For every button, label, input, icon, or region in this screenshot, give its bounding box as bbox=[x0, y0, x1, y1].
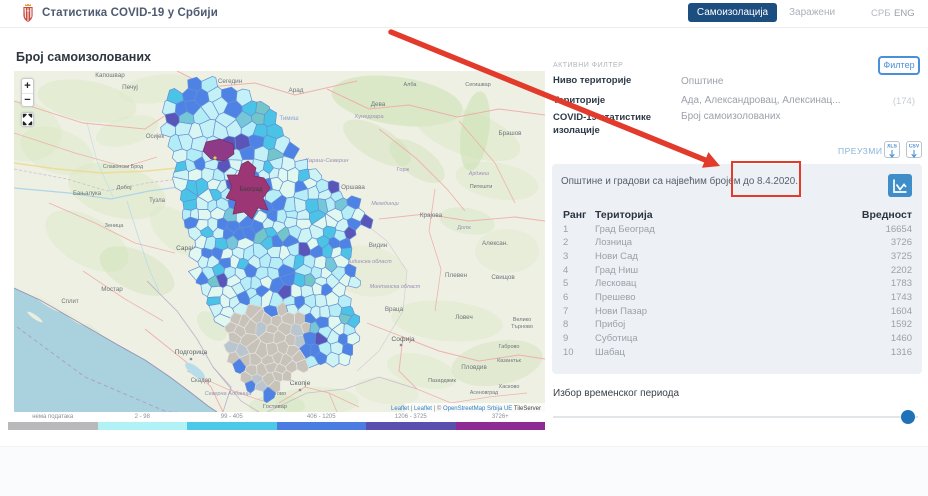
svg-text:Горж: Горж bbox=[397, 167, 410, 173]
svg-text:Арад: Арад bbox=[289, 87, 304, 94]
svg-text:Тимиш: Тимиш bbox=[279, 116, 298, 122]
svg-text:Крајова: Крајова bbox=[420, 212, 443, 219]
svg-text:Видин: Видин bbox=[369, 242, 388, 249]
svg-text:Караш-Северин: Караш-Северин bbox=[305, 158, 349, 164]
svg-text:Сегишвар: Сегишвар bbox=[465, 82, 491, 88]
svg-text:Софија: Софија bbox=[391, 336, 415, 343]
svg-text:Подгорица: Подгорица bbox=[175, 349, 208, 356]
svg-text:Монтанска област: Монтанска област bbox=[370, 284, 421, 290]
svg-text:Хунедоара: Хунедоара bbox=[354, 114, 384, 120]
svg-text:Алба: Алба bbox=[404, 82, 418, 88]
svg-text:Северна Албанија: Северна Албанија bbox=[205, 391, 252, 397]
svg-text:Београд: Београд bbox=[240, 187, 263, 193]
svg-text:Тетово: Тетово bbox=[268, 391, 286, 397]
svg-text:Мостар: Мостар bbox=[101, 286, 123, 293]
svg-text:Дева: Дева bbox=[371, 101, 386, 108]
svg-text:Брашов: Брашов bbox=[498, 130, 522, 137]
svg-text:Оршава: Оршава bbox=[341, 184, 365, 191]
svg-text:Видинска област: Видинска област bbox=[346, 259, 392, 265]
svg-text:Арджеш: Арджеш bbox=[468, 171, 490, 177]
svg-text:Добој: Добој bbox=[116, 185, 131, 191]
svg-text:Тузла: Тузла bbox=[149, 198, 166, 204]
svg-text:Питешти: Питешти bbox=[470, 184, 493, 190]
svg-text:Пловдив: Пловдив bbox=[461, 364, 487, 371]
svg-text:Казанлък: Казанлък bbox=[497, 358, 521, 364]
svg-text:Алексан.: Алексан. bbox=[482, 240, 508, 247]
svg-text:Плевен: Плевен bbox=[445, 272, 467, 279]
svg-text:Сегедин: Сегедин bbox=[218, 78, 243, 85]
svg-text:Велико: Велико bbox=[513, 317, 531, 323]
svg-text:Враца: Враца bbox=[385, 306, 404, 313]
svg-text:Капошвар: Капошвар bbox=[95, 72, 125, 79]
svg-text:Мехединци: Мехединци bbox=[371, 201, 398, 207]
svg-text:Скадар: Скадар bbox=[191, 378, 212, 384]
svg-text:Сплит: Сплит bbox=[61, 299, 78, 305]
svg-text:Сарајево: Сарајево bbox=[176, 245, 204, 252]
svg-text:Осијек: Осијек bbox=[146, 134, 165, 140]
svg-text:Свищов: Свищов bbox=[491, 274, 515, 281]
svg-text:Търново: Търново bbox=[511, 324, 533, 330]
svg-text:Leaflet | Leaflet | © OpenStre: Leaflet | Leaflet | © OpenStreetMap Srbi… bbox=[391, 405, 541, 412]
svg-text:Славонски Брод: Славонски Брод bbox=[103, 164, 143, 170]
svg-text:Бањалука: Бањалука bbox=[73, 191, 102, 197]
svg-text:Асеновград: Асеновград bbox=[470, 390, 498, 396]
svg-text:Печуј: Печуј bbox=[122, 84, 138, 91]
svg-text:Хасково: Хасково bbox=[499, 384, 520, 390]
svg-text:Долж: Долж bbox=[457, 225, 471, 231]
svg-text:Гостивар: Гостивар bbox=[263, 404, 287, 410]
svg-text:Пазарджик: Пазарджик bbox=[428, 378, 456, 384]
svg-text:Скопје: Скопје bbox=[290, 380, 311, 387]
svg-text:Габрово: Габрово bbox=[499, 344, 520, 350]
svg-text:Ловеч: Ловеч bbox=[455, 314, 472, 321]
svg-text:Зеница: Зеница bbox=[105, 223, 125, 229]
